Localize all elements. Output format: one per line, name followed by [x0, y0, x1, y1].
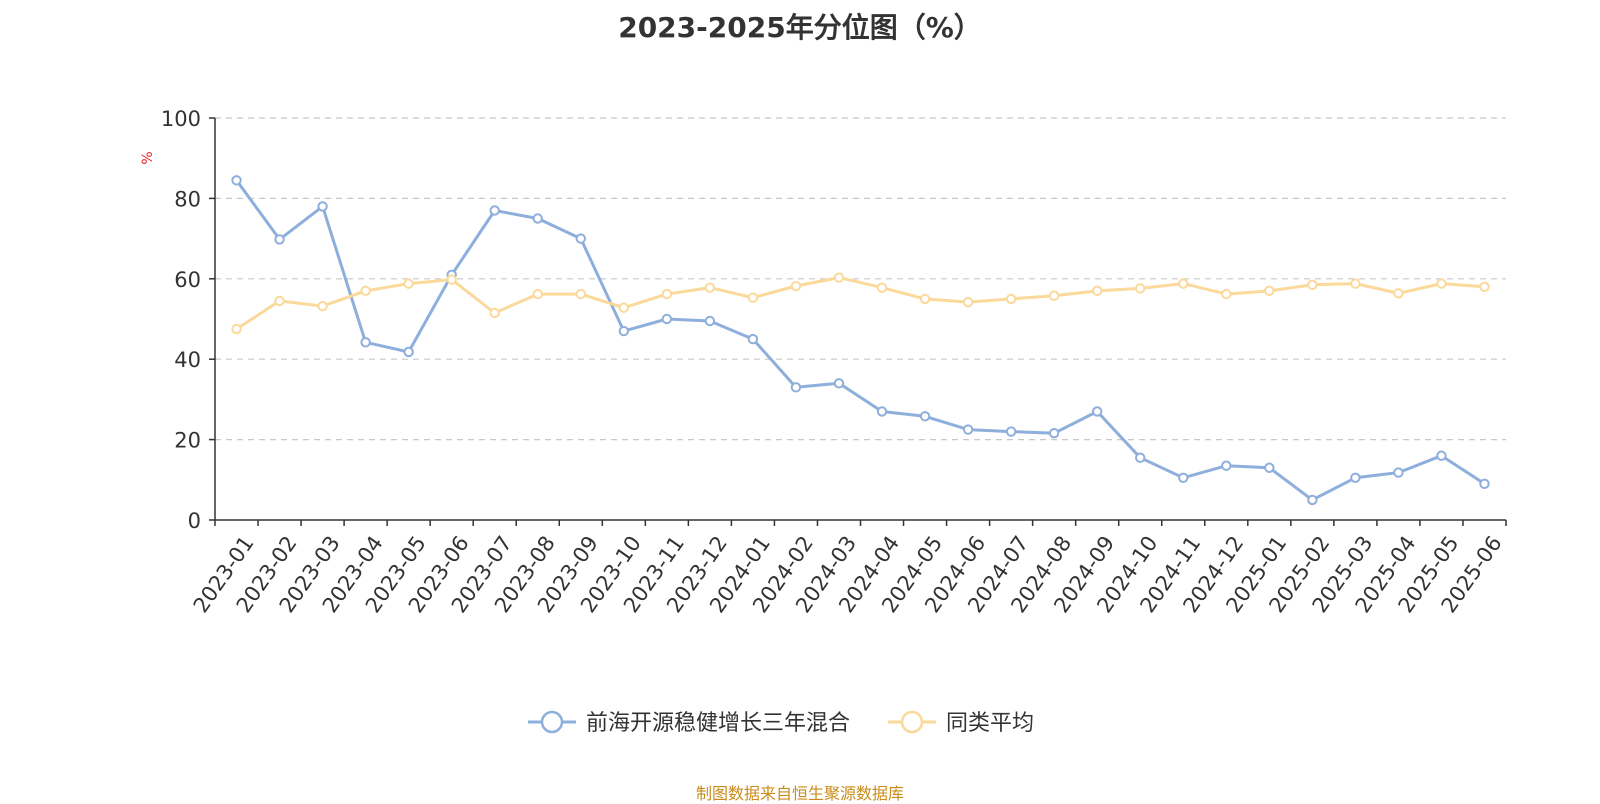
data-point[interactable]: [790, 280, 802, 292]
data-point[interactable]: [489, 307, 500, 319]
data-point[interactable]: [317, 300, 328, 312]
data-point[interactable]: [1005, 293, 1017, 305]
data-point[interactable]: [231, 175, 242, 186]
data-point[interactable]: [1221, 288, 1232, 300]
data-point[interactable]: [876, 282, 888, 293]
data-point[interactable]: [790, 382, 802, 393]
data-point[interactable]: [532, 213, 543, 224]
data-point[interactable]: [1091, 406, 1103, 417]
legend-marker-icon: [540, 710, 564, 734]
data-point[interactable]: [661, 313, 673, 325]
data-point[interactable]: [704, 315, 716, 327]
y-tick-label: 100: [161, 107, 201, 131]
data-point[interactable]: [532, 288, 543, 300]
data-point[interactable]: [1135, 283, 1146, 294]
data-point[interactable]: [575, 288, 586, 300]
data-point[interactable]: [661, 288, 673, 300]
data-point[interactable]: [274, 234, 285, 245]
data-point[interactable]: [833, 272, 845, 283]
y-tick-label: 80: [174, 187, 201, 211]
data-point[interactable]: [317, 201, 328, 212]
data-point[interactable]: [833, 378, 845, 389]
y-axis-label: %: [140, 151, 156, 164]
data-point[interactable]: [274, 295, 285, 307]
data-point[interactable]: [1436, 450, 1447, 461]
data-point[interactable]: [962, 296, 974, 308]
y-tick-label: 0: [188, 509, 201, 533]
data-point[interactable]: [704, 282, 716, 293]
y-tick-label: 20: [174, 429, 201, 453]
y-tick-label: 40: [174, 348, 201, 372]
y-tick-label: 60: [174, 268, 201, 292]
data-point[interactable]: [962, 424, 974, 435]
data-point[interactable]: [1264, 285, 1275, 297]
data-point[interactable]: [1350, 472, 1361, 483]
data-point[interactable]: [1393, 288, 1404, 299]
data-point[interactable]: [1178, 278, 1189, 289]
data-point[interactable]: [489, 205, 500, 216]
legend-item-1[interactable]: 前海开源稳健增长三年混合: [528, 710, 850, 736]
series-2: [231, 272, 1490, 335]
data-point[interactable]: [747, 292, 759, 303]
data-point[interactable]: [1350, 278, 1361, 289]
legend-label: 前海开源稳健增长三年混合: [586, 711, 850, 736]
data-point[interactable]: [618, 302, 630, 313]
data-point[interactable]: [876, 406, 888, 417]
data-point[interactable]: [403, 346, 414, 358]
data-point[interactable]: [1479, 281, 1490, 293]
legend-item-2[interactable]: 同类平均: [888, 710, 1034, 736]
data-point[interactable]: [1393, 467, 1404, 478]
data-point[interactable]: [360, 285, 371, 297]
data-point[interactable]: [1479, 478, 1490, 490]
data-point[interactable]: [575, 233, 586, 244]
data-point[interactable]: [403, 278, 414, 289]
data-point[interactable]: [919, 293, 931, 305]
data-point[interactable]: [1178, 472, 1189, 483]
data-point[interactable]: [1048, 290, 1060, 301]
data-point[interactable]: [1221, 460, 1232, 471]
data-point[interactable]: [1005, 426, 1017, 437]
data-source-note: 制图数据来自恒生聚源数据库: [695, 784, 904, 803]
data-point[interactable]: [231, 323, 242, 335]
data-point[interactable]: [1264, 462, 1275, 473]
series-1: [231, 175, 1490, 506]
data-point[interactable]: [1091, 285, 1103, 297]
data-point[interactable]: [1307, 279, 1318, 291]
legend-marker-icon: [900, 710, 924, 734]
legend[interactable]: 前海开源稳健增长三年混合 同类平均: [528, 710, 1034, 736]
data-point[interactable]: [1307, 494, 1318, 506]
axes: 020406080100%2023-012023-022023-032023-0…: [140, 107, 1507, 617]
legend-label: 同类平均: [946, 711, 1034, 736]
series-line: [235, 276, 1485, 331]
data-point[interactable]: [747, 333, 759, 345]
series-line: [235, 179, 1486, 502]
data-point[interactable]: [919, 411, 931, 422]
data-point[interactable]: [618, 325, 630, 337]
data-point[interactable]: [360, 337, 371, 348]
series-lines: [231, 175, 1490, 506]
data-point[interactable]: [1436, 278, 1447, 289]
data-point[interactable]: [446, 274, 457, 285]
chart-title: 2023-2025年分位图（%）: [618, 11, 982, 44]
data-point[interactable]: [1048, 427, 1060, 439]
data-point[interactable]: [1135, 452, 1146, 463]
